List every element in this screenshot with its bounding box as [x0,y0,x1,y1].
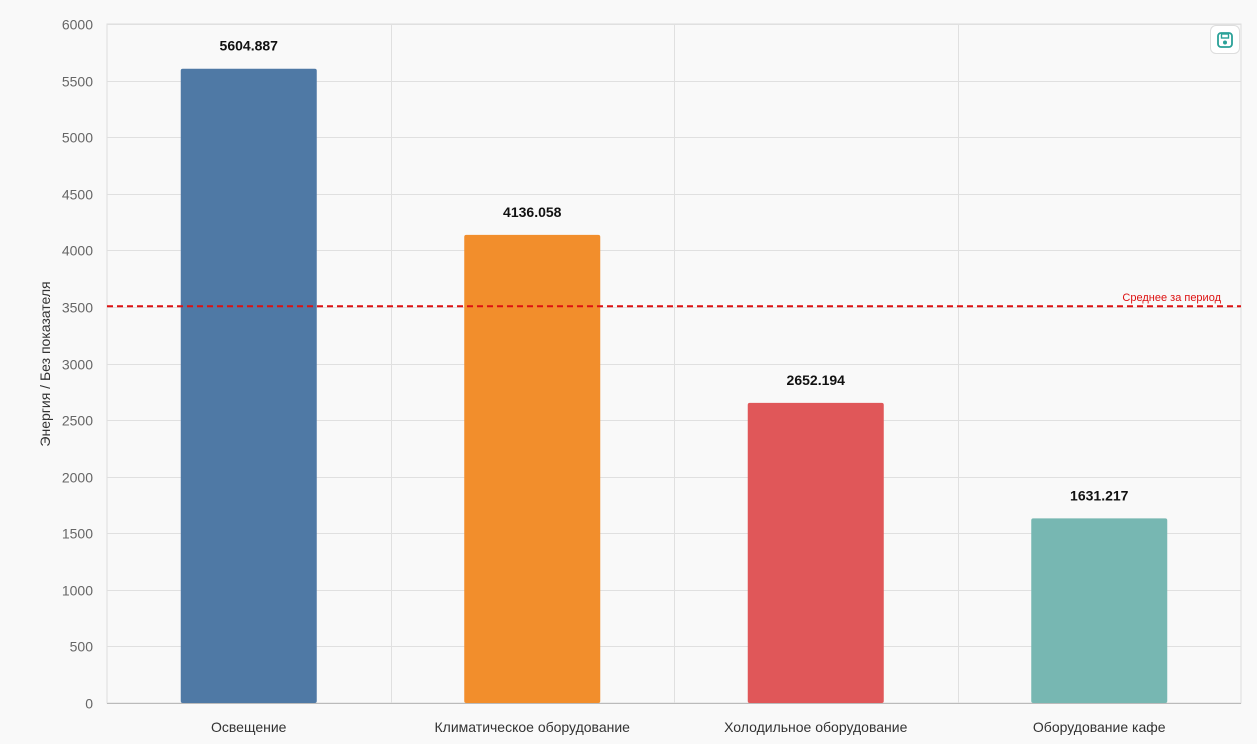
bar[interactable] [180,68,317,703]
bar[interactable] [464,234,601,703]
x-tick-label: Холодильное оборудование [724,719,907,735]
y-tick-label: 6000 [62,17,93,33]
y-tick-label: 0 [85,696,93,712]
data-label: 1631.217 [1070,487,1129,503]
y-tick-label: 3500 [62,300,93,316]
y-tick-label: 3000 [62,357,93,373]
y-tick-label: 5000 [62,130,93,146]
y-tick-label: 1000 [62,583,93,599]
y-tick-label: 2000 [62,470,93,486]
y-tick-label: 500 [70,639,94,655]
x-tick-label: Освещение [211,719,287,735]
bar[interactable] [747,402,884,703]
x-tick-label: Климатическое оборудование [435,719,631,735]
y-tick-label: 2500 [62,413,93,429]
y-tick-label: 1500 [62,526,93,542]
data-label: 4136.058 [503,204,562,220]
reference-line-group: Среднее за период [107,292,1241,308]
data-label: 2652.194 [787,372,846,388]
y-tick-label: 4500 [62,187,93,203]
data-label: 5604.887 [220,38,279,54]
save-button[interactable] [1210,25,1240,54]
average-line-label: Среднее за период [1122,292,1221,304]
y-tick-label: 5500 [62,74,93,90]
y-tick-label: 4000 [62,243,93,259]
x-tick-label: Оборудование кафе [1033,719,1166,735]
bars [180,68,1168,703]
bar[interactable] [1031,518,1168,703]
labels: 0 500 1000 1500 2000 2500 3000 3500 4000 4500 5000… [62,17,1166,736]
save-icon [1217,31,1233,48]
y-axis-title: Энергия / Без показателя [37,281,53,446]
